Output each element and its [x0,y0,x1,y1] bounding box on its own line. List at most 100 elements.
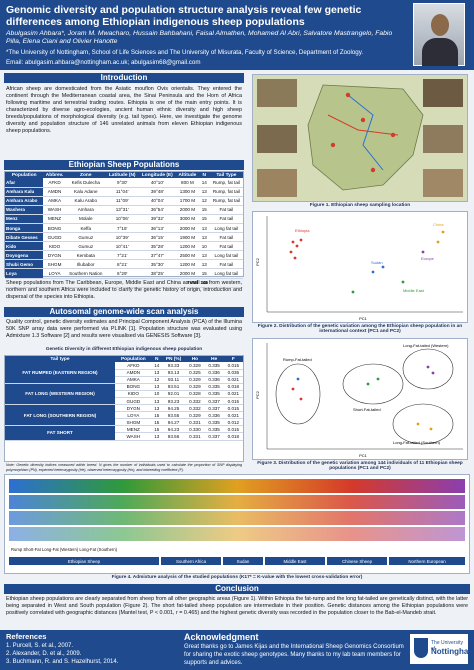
table-cell: 93.23 [161,397,186,406]
table-cell: 13 [151,432,162,441]
table-cell: 0.012 [223,418,243,427]
table-cell: 14 [198,178,210,188]
introduction-heading: Introduction [4,73,244,83]
author-photo-head [431,14,449,36]
table-cell: 92.01 [161,390,186,398]
admixture-row [9,511,465,525]
table-cell: AMKA [114,376,152,384]
table-cell: 37°47' [138,250,177,261]
pca2-ylabel: PC2 [255,257,260,266]
table-cell: AMDN [114,369,152,377]
figure4-caption: Figure 4. Admixture analysis of the stud… [111,575,363,580]
populations-col-header: Population [5,172,44,178]
table-cell: 1300 M [176,187,199,197]
author-photo-body [422,38,458,66]
table-cell: Kido [5,241,44,252]
table-cell: Loya [5,268,44,279]
table-cell: 0.021 [223,390,243,398]
table-cell: 1200 M [176,259,199,270]
table-cell: 2000 M [176,205,199,215]
figure4-admixture: Rump Short-Fat Long-Fat (Western) Long-F… [4,474,470,574]
table-cell: WASH [114,432,152,441]
admixture-group-label: Northern European [408,559,446,564]
table-row: AMKA 12 93.11 0.329 0.336 0.021 [5,376,243,384]
pca2-point [401,280,405,284]
table-cell: 2000 M [176,223,199,234]
table-cell: 10°39' [105,232,139,243]
table-cell: 2500 M [176,250,199,261]
table-cell: BONG [114,383,152,391]
admixture-group-bar [161,557,221,565]
table-cell: Washera [5,205,44,215]
table-cell: 40°04' [138,196,177,206]
table-row: SHGM 15 94.27 0.331 0.335 0.012 [5,418,243,427]
pca3-point [291,387,295,391]
table-cell: DYGN [114,404,152,413]
diversity-col-header: Population [114,356,152,362]
pca2-point [295,244,299,248]
diversity-region: FAT LONG (WESTERN REGION) [5,383,115,406]
conclusion-text: Ethiopian sheep populations are clearly … [6,596,468,616]
table-cell: Amhara Kalu [5,187,44,197]
table-cell: 12 [198,196,210,206]
table-cell: 0.328 [185,390,205,398]
table-cell: 7°16' [105,223,139,234]
table-cell: 0.336 [204,369,224,377]
pca2-point [436,240,440,244]
table-cell: AFKD [43,178,66,188]
sheep-photo [423,169,463,197]
table-row: GUGD 13 93.23 0.332 0.337 0.015 [5,397,243,406]
sheep-photo [257,125,297,153]
table-cell: 0.332 [185,397,205,406]
table-cell: MENZ [114,425,152,434]
pca2-label-sudan: Sudan [371,260,383,265]
pca3-svg: PC1 PC2 Rump-Fat-tailed Short-Fat-tailed… [255,343,463,458]
pca3-label-short: Short-Fat-tailed [353,407,381,412]
table-cell: Kembata [65,250,106,261]
table-cell: 13 [198,250,210,261]
table-cell: 93.55 [161,411,186,420]
table-cell: 0.329 [185,411,205,420]
table-cell: 39°32' [138,214,177,224]
table-cell: 13 [151,404,162,413]
references-title: References [6,632,47,641]
table-row: KIDO 10 92.01 0.328 0.335 0.021 [5,390,243,398]
table-cell: MENZ [43,214,66,224]
populations-note: Sheep populations from The Caribbean, Eu… [6,280,242,300]
poster-footer: References 1. Purcell, S. et al., 2007. … [0,630,474,670]
poster-email: Email: abulgasim.ahbara@nottingham.ac.uk… [6,59,201,66]
diversity-col-header: N [151,356,162,362]
table-cell: Keffa [65,223,106,234]
university-logo: The University of Nottingham [410,634,474,664]
table-row: WASH 13 93.56 0.331 0.337 0.018 [5,432,243,441]
table-cell: 36°15' [138,232,177,243]
table-row: FAT RUMPED (EASTERN REGION) AFKD 14 93.33 0.… [5,362,243,384]
table-cell: DYGN [43,250,66,261]
table-cell: 36°13' [138,223,177,234]
table-cell: 0.335 [204,418,224,427]
table-row: LOYA 15 93.55 0.329 0.336 0.021 [5,411,243,420]
table-cell: AMDN [43,187,66,197]
table-cell: SHGM [114,418,152,427]
diversity-table: Tail type Population N PN (%) Ho He F FAT RUMP… [5,356,243,441]
table-cell: 38°25' [138,268,177,279]
diversity-col-header: PN (%) [161,356,186,362]
table-cell: Long fat tail [209,223,243,234]
table-cell: Fat tail [209,241,243,252]
table-cell: 10°41' [105,241,139,252]
table-cell: 10 [151,390,162,398]
table-cell: Long fat tail [209,250,243,261]
map-point [370,167,376,173]
table-row: AMDN 13 93.13 0.325 0.336 0.035 [5,369,243,377]
table-cell: AMKA [43,196,66,206]
table-row: Washera WASH Amhara 13°31' 36°54' 2000 M 15 Fat… [5,205,243,215]
table-cell: 13 [151,369,162,377]
map-point [360,117,366,123]
pca3-point [299,397,303,401]
table-row: Menz MENZ Molale 10°06' 39°32' 3000 M 15 Fat ta… [5,214,243,224]
table-cell: 1900 M [176,232,199,243]
table-cell: 8°21' [105,259,139,270]
pca3-point [376,377,380,381]
pca3-label-rump: Rump-Fat-tailed [283,357,312,362]
